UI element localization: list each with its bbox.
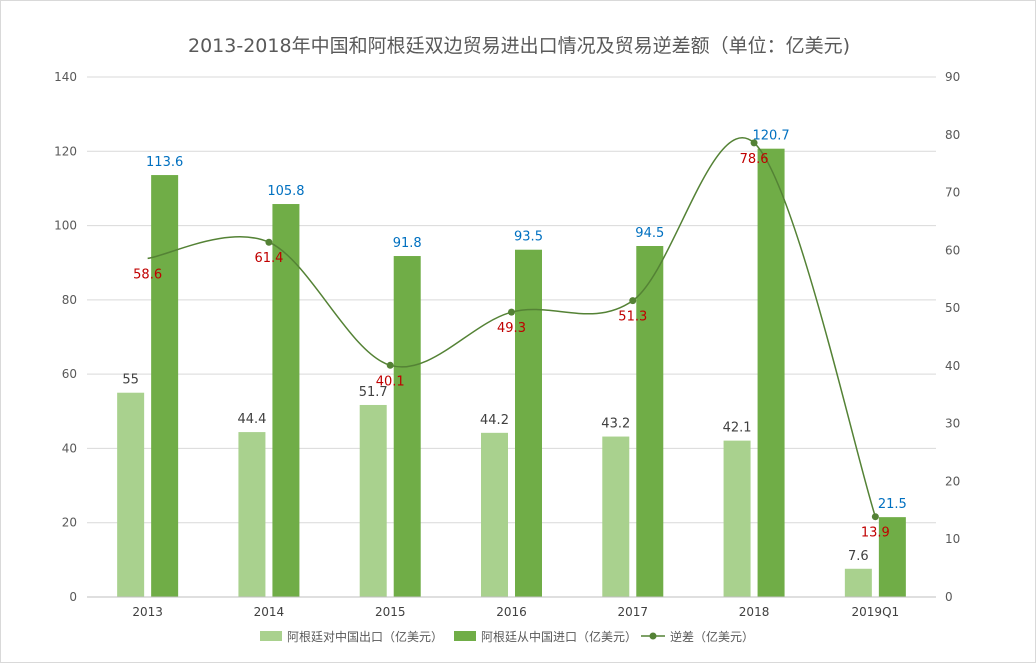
deficit-line-layer — [147, 137, 879, 521]
y-right-tick-label: 70 — [945, 186, 960, 200]
y-right-tick-label: 20 — [945, 474, 960, 488]
x-tick-label: 2018 — [739, 605, 770, 619]
import-data-label: 94.5 — [635, 226, 664, 241]
export-bar — [117, 392, 145, 597]
import-bar — [757, 148, 785, 597]
y-left-tick-label: 60 — [62, 367, 77, 381]
legend-label: 阿根廷对中国出口（亿美元） — [287, 629, 443, 644]
deficit-data-label: 49.3 — [497, 321, 526, 336]
deficit-data-label: 40.1 — [376, 374, 405, 389]
export-data-label: 44.2 — [480, 413, 509, 428]
legend-label: 逆差（亿美元） — [670, 629, 754, 644]
legend-swatch — [454, 631, 476, 641]
y-left-tick-label: 100 — [54, 219, 77, 233]
deficit-point — [386, 361, 394, 369]
x-tick-label: 2015 — [375, 605, 406, 619]
deficit-data-label: 13.9 — [861, 526, 890, 541]
export-bar — [723, 440, 751, 597]
y-left-tick-label: 120 — [54, 144, 77, 158]
import-bar — [636, 246, 664, 597]
import-bar — [878, 517, 906, 597]
y-right-tick-label: 10 — [945, 532, 960, 546]
bars — [117, 148, 906, 598]
deficit-data-label: 51.3 — [618, 310, 647, 325]
y-right-tick-label: 30 — [945, 417, 960, 431]
y-right-tick-label: 0 — [945, 590, 953, 604]
chart-title: 2013-2018年中国和阿根廷双边贸易进出口情况及贸易逆差额（单位：亿美元) — [188, 35, 850, 57]
y-left-tick-label: 80 — [62, 293, 77, 307]
deficit-point — [508, 308, 515, 316]
import-data-label: 91.8 — [393, 236, 422, 251]
import-bar — [393, 256, 421, 597]
export-data-label: 43.2 — [601, 417, 630, 432]
x-tick-label: 2017 — [618, 605, 649, 619]
deficit-line — [147, 137, 877, 517]
axes: 0 20 40 60 80 100 120 140 0 10 20 30 40 50 60 70 80 90 201… — [54, 70, 960, 619]
y-left-tick-label: 0 — [69, 590, 77, 604]
export-data-label: 44.4 — [237, 412, 266, 427]
legend-swatch — [260, 631, 282, 641]
export-data-label: 51.7 — [359, 385, 388, 400]
export-data-label: 55 — [122, 373, 139, 388]
y-right-tick-label: 40 — [945, 359, 960, 373]
x-tick-label: 2016 — [496, 605, 527, 619]
x-tick-label: 2013 — [132, 605, 163, 619]
export-bar — [602, 436, 630, 597]
export-data-label: 42.1 — [723, 421, 752, 436]
data-labels: 55 44.4 51.7 44.2 43.2 42.1 7.6 113.6 105.8 91.8 9… — [122, 129, 906, 564]
import-data-label: 105.8 — [267, 184, 304, 199]
y-left-tick-label: 40 — [62, 441, 77, 455]
y-left-tick-label: 140 — [54, 70, 77, 84]
import-data-label: 120.7 — [752, 129, 789, 144]
legend-marker — [649, 632, 657, 640]
export-data-label: 7.6 — [848, 549, 869, 564]
deficit-data-label: 78.6 — [740, 152, 769, 167]
y-right-tick-label: 50 — [945, 301, 960, 315]
import-bar — [272, 204, 300, 597]
deficit-point — [265, 238, 273, 246]
y-left-tick-label: 20 — [62, 516, 77, 530]
legend: 阿根廷对中国出口（亿美元） 阿根廷从中国进口（亿美元） 逆差（亿美元） — [260, 629, 754, 644]
legend-label: 阿根廷从中国进口（亿美元） — [481, 629, 637, 644]
deficit-data-label: 61.4 — [254, 251, 283, 266]
deficit-data-label: 58.6 — [133, 267, 162, 282]
y-right-tick-label: 80 — [945, 128, 960, 142]
y-right-tick-label: 90 — [945, 70, 960, 84]
export-bar — [844, 568, 872, 597]
export-bar — [481, 432, 508, 597]
deficit-point — [629, 297, 637, 305]
import-bar — [151, 175, 179, 598]
export-bar — [359, 404, 387, 597]
import-data-label: 113.6 — [146, 155, 183, 170]
gridlines — [87, 76, 936, 598]
deficit-point — [750, 139, 758, 147]
x-tick-label: 2014 — [254, 605, 285, 619]
import-data-label: 21.5 — [878, 497, 907, 512]
y-right-tick-label: 60 — [945, 243, 960, 257]
x-tick-label: 2019Q1 — [852, 605, 900, 619]
import-bar — [515, 249, 542, 597]
export-bar — [238, 432, 266, 597]
deficit-point — [871, 513, 879, 521]
import-data-label: 93.5 — [514, 230, 543, 245]
